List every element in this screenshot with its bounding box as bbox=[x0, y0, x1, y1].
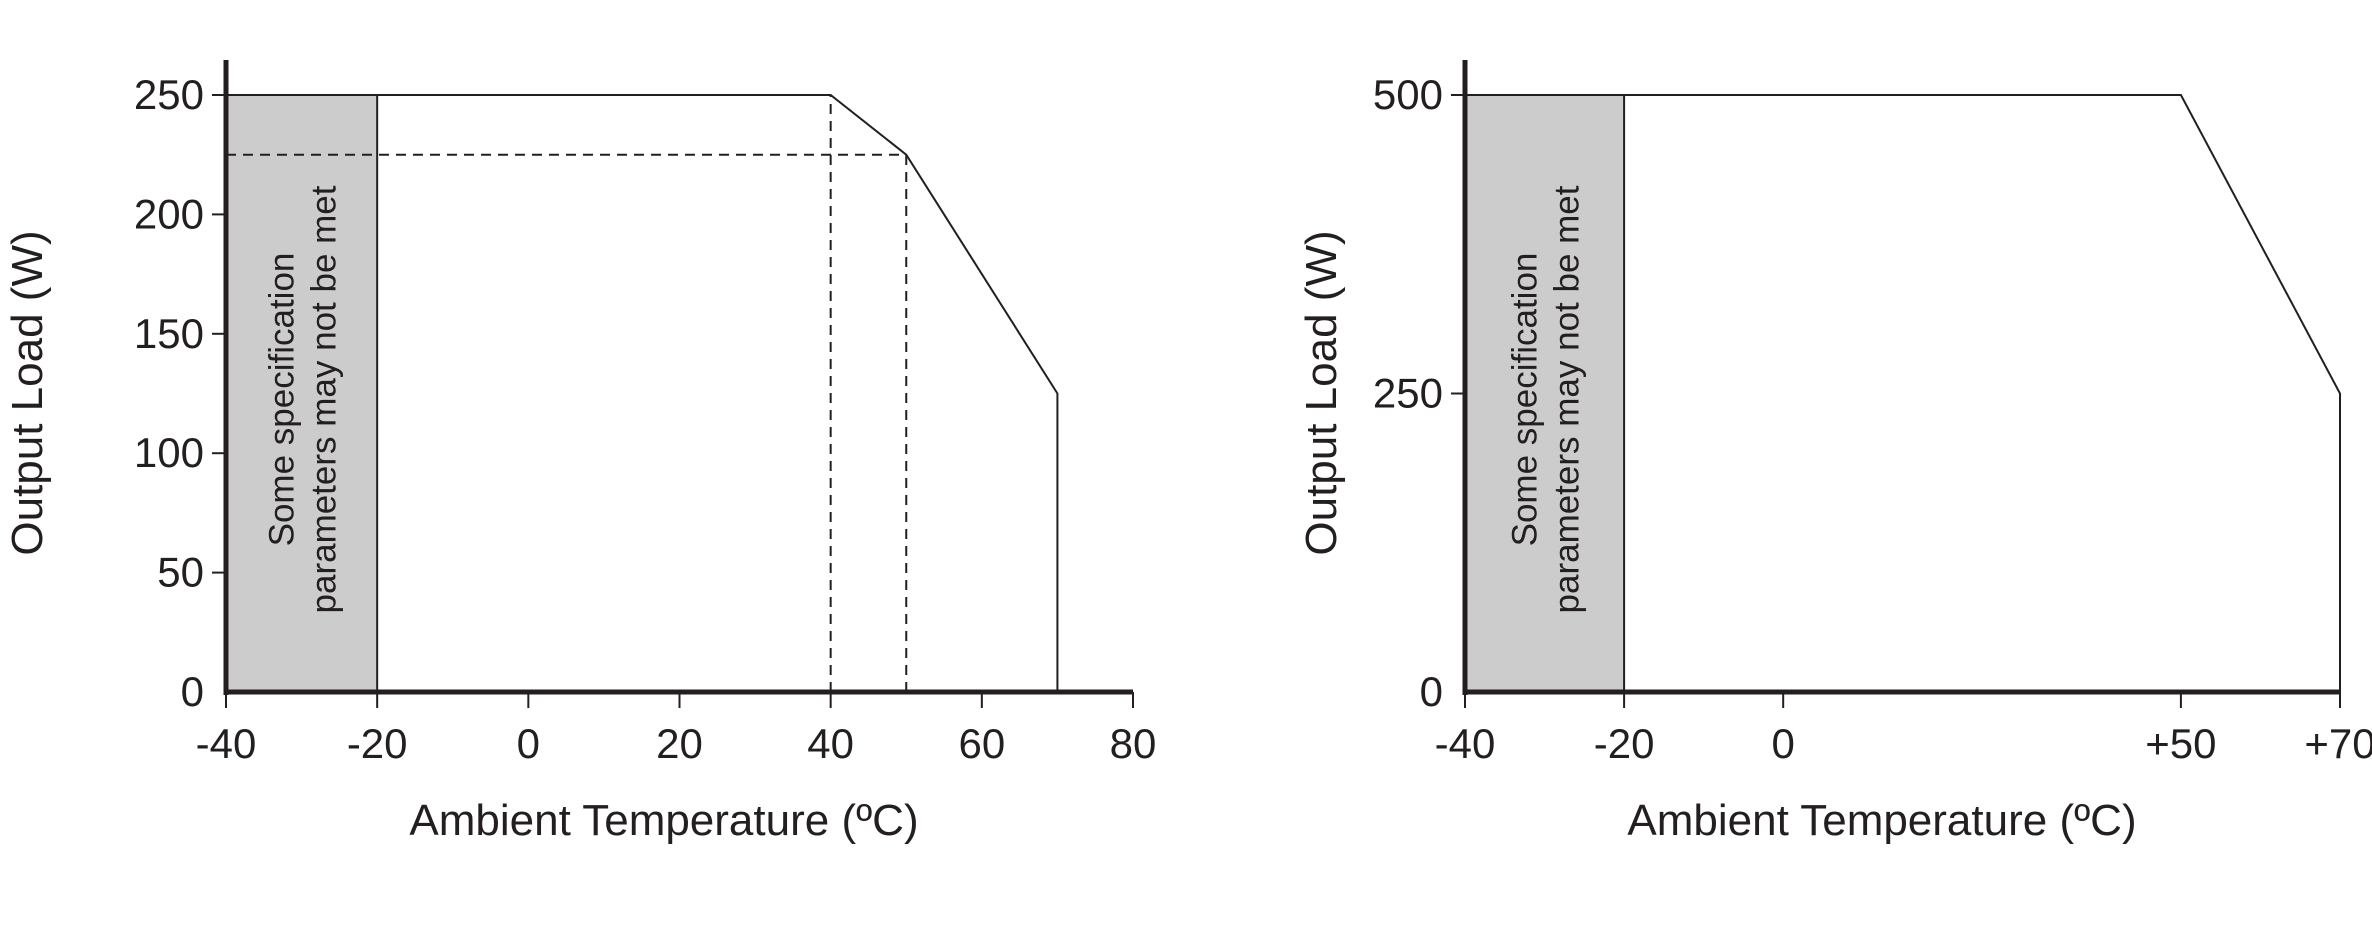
x-axis-title: Ambient Temperature (ºC) bbox=[409, 796, 918, 845]
x-tick-label: 40 bbox=[807, 720, 854, 767]
x-tick-label: -20 bbox=[1594, 720, 1655, 767]
region-note-line-1: Some specification bbox=[263, 253, 302, 547]
y-tick-label: 250 bbox=[1373, 370, 1443, 417]
y-tick-label: 250 bbox=[134, 71, 204, 118]
region-note-line-2: parameters may not be met bbox=[1548, 185, 1587, 613]
x-tick-label: -40 bbox=[196, 720, 257, 767]
y-tick-label: 100 bbox=[134, 429, 204, 476]
y-tick-label: 200 bbox=[134, 190, 204, 237]
region-note-line-2: parameters may not be met bbox=[305, 185, 344, 613]
x-tick-label: 60 bbox=[958, 720, 1005, 767]
x-tick-label: 20 bbox=[656, 720, 703, 767]
x-tick-label: 80 bbox=[1110, 720, 1157, 767]
x-tick-label: 0 bbox=[517, 720, 540, 767]
y-tick-label: 150 bbox=[134, 310, 204, 357]
x-tick-label: 0 bbox=[1772, 720, 1795, 767]
derating-curve bbox=[1465, 94, 2341, 692]
region-note: Some specificationparameters may not be … bbox=[1506, 185, 1587, 613]
region-note: Some specificationparameters may not be … bbox=[263, 185, 344, 613]
x-tick-label: -40 bbox=[1435, 720, 1496, 767]
chart-panel-2: Some specificationparameters may not be … bbox=[1297, 60, 2372, 845]
chart-panel-1: Some specificationparameters may not be … bbox=[3, 60, 1156, 845]
x-tick-label: +50 bbox=[2145, 720, 2216, 767]
region-note-line-1: Some specification bbox=[1506, 253, 1545, 547]
y-axis-title: Output Load (W) bbox=[1297, 230, 1346, 555]
shaded-region bbox=[1464, 94, 1626, 693]
y-tick-label: 500 bbox=[1373, 71, 1443, 118]
y-axis-title: Output Load (W) bbox=[3, 230, 52, 555]
shaded-region bbox=[225, 94, 379, 693]
y-tick-label: 0 bbox=[181, 668, 204, 715]
x-axis-title: Ambient Temperature (ºC) bbox=[1627, 796, 2136, 845]
x-tick-label: +70 bbox=[2304, 720, 2372, 767]
x-tick-label: -20 bbox=[347, 720, 408, 767]
derating-curve bbox=[226, 94, 1059, 692]
y-tick-label: 50 bbox=[157, 549, 204, 596]
y-tick-label: 0 bbox=[1420, 668, 1443, 715]
